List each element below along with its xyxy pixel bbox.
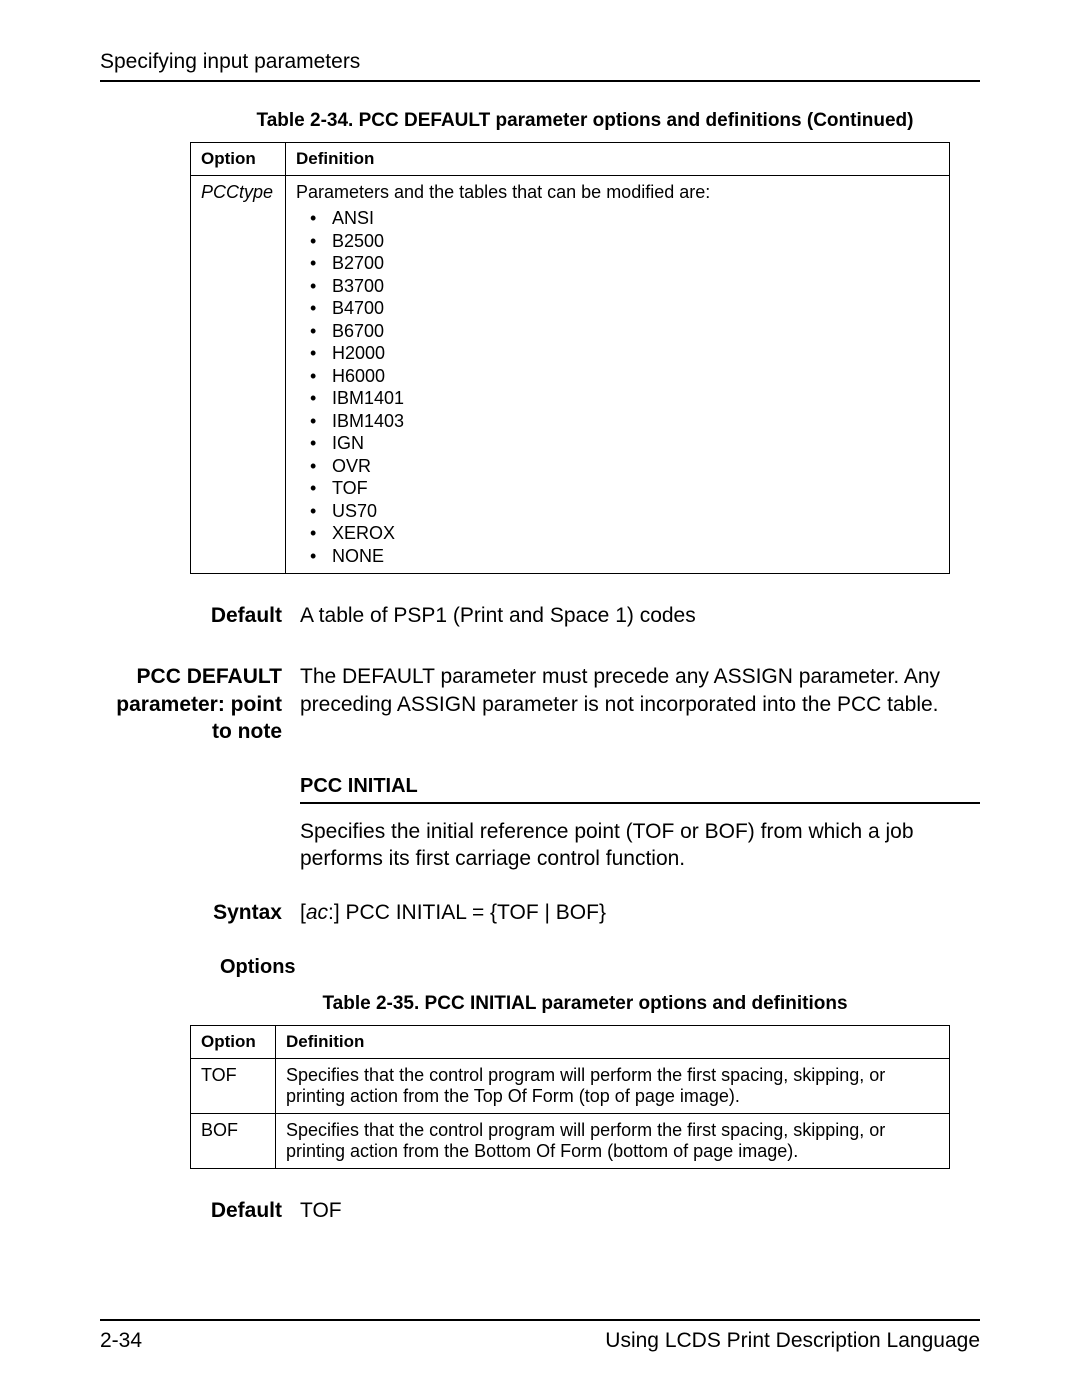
note-label-l2: parameter: point: [116, 693, 282, 716]
footer-page-number: 2-34: [100, 1329, 142, 1353]
default2-text: TOF: [300, 1197, 980, 1224]
note-text: The DEFAULT parameter must precede any A…: [300, 663, 980, 745]
default-tof-row: Default TOF: [100, 1197, 980, 1224]
syntax-rest: :] PCC INITIAL = {TOF | BOF}: [328, 901, 606, 924]
table-row: TOF Specifies that the control program w…: [191, 1059, 950, 1114]
footer-doc-title: Using LCDS Print Description Language: [605, 1329, 980, 1353]
table2-r0-def: Specifies that the control program will …: [276, 1059, 950, 1114]
table2-head-definition: Definition: [276, 1026, 950, 1059]
list-item: OVR: [296, 455, 939, 478]
list-item: IGN: [296, 432, 939, 455]
syntax-text: [ac:] PCC INITIAL = {TOF | BOF}: [300, 899, 980, 926]
list-item: B4700: [296, 297, 939, 320]
table1-head-option: Option: [191, 143, 286, 176]
table-row: PCCtype Parameters and the tables that c…: [191, 176, 950, 574]
syntax-label: Syntax: [100, 899, 300, 926]
list-item: ANSI: [296, 207, 939, 230]
table-pcc-default: Option Definition PCCtype Parameters and…: [190, 142, 950, 574]
table-row: BOF Specifies that the control program w…: [191, 1114, 950, 1169]
table1-row-intro: Parameters and the tables that can be mo…: [296, 182, 710, 202]
list-item: XEROX: [296, 522, 939, 545]
syntax-row: Syntax [ac:] PCC INITIAL = {TOF | BOF}: [100, 899, 980, 926]
pcctype-list: ANSI B2500 B2700 B3700 B4700 B6700 H2000…: [296, 207, 939, 567]
list-item: IBM1403: [296, 410, 939, 433]
list-item: NONE: [296, 545, 939, 568]
section-pcc-initial-desc: Specifies the initial reference point (T…: [300, 818, 980, 873]
list-item: B6700: [296, 320, 939, 343]
section-pcc-initial-head: PCC INITIAL: [300, 775, 980, 804]
table2-r0-opt: TOF: [191, 1059, 276, 1114]
table-pcc-initial: Option Definition TOF Specifies that the…: [190, 1025, 950, 1169]
table2-head-option: Option: [191, 1026, 276, 1059]
default-text: A table of PSP1 (Print and Space 1) code…: [300, 602, 980, 629]
table2-r1-def: Specifies that the control program will …: [276, 1114, 950, 1169]
list-item: B3700: [296, 275, 939, 298]
list-item: H2000: [296, 342, 939, 365]
default2-label: Default: [100, 1197, 300, 1224]
options-heading: Options: [220, 956, 980, 979]
list-item: US70: [296, 500, 939, 523]
list-item: IBM1401: [296, 387, 939, 410]
table1-row-option: PCCtype: [191, 176, 286, 574]
syntax-ac: ac: [306, 901, 328, 924]
list-item: H6000: [296, 365, 939, 388]
table2-r1-opt: BOF: [191, 1114, 276, 1169]
table1-head-definition: Definition: [286, 143, 950, 176]
table1-caption: Table 2-34. PCC DEFAULT parameter option…: [190, 110, 980, 132]
table2-caption: Table 2-35. PCC INITIAL parameter option…: [190, 993, 980, 1015]
list-item: TOF: [296, 477, 939, 500]
default-label: Default: [100, 602, 300, 629]
default-psp1-row: Default A table of PSP1 (Print and Space…: [100, 602, 980, 629]
running-head: Specifying input parameters: [100, 50, 980, 82]
note-label-l3: to note: [212, 720, 282, 743]
list-item: B2700: [296, 252, 939, 275]
list-item: B2500: [296, 230, 939, 253]
pcc-default-note-row: PCC DEFAULT parameter: point to note The…: [100, 663, 980, 745]
table1-row-definition: Parameters and the tables that can be mo…: [286, 176, 950, 574]
note-label-l1: PCC DEFAULT: [137, 665, 282, 688]
note-label: PCC DEFAULT parameter: point to note: [100, 663, 300, 745]
page-footer: 2-34 Using LCDS Print Description Langua…: [100, 1319, 980, 1353]
